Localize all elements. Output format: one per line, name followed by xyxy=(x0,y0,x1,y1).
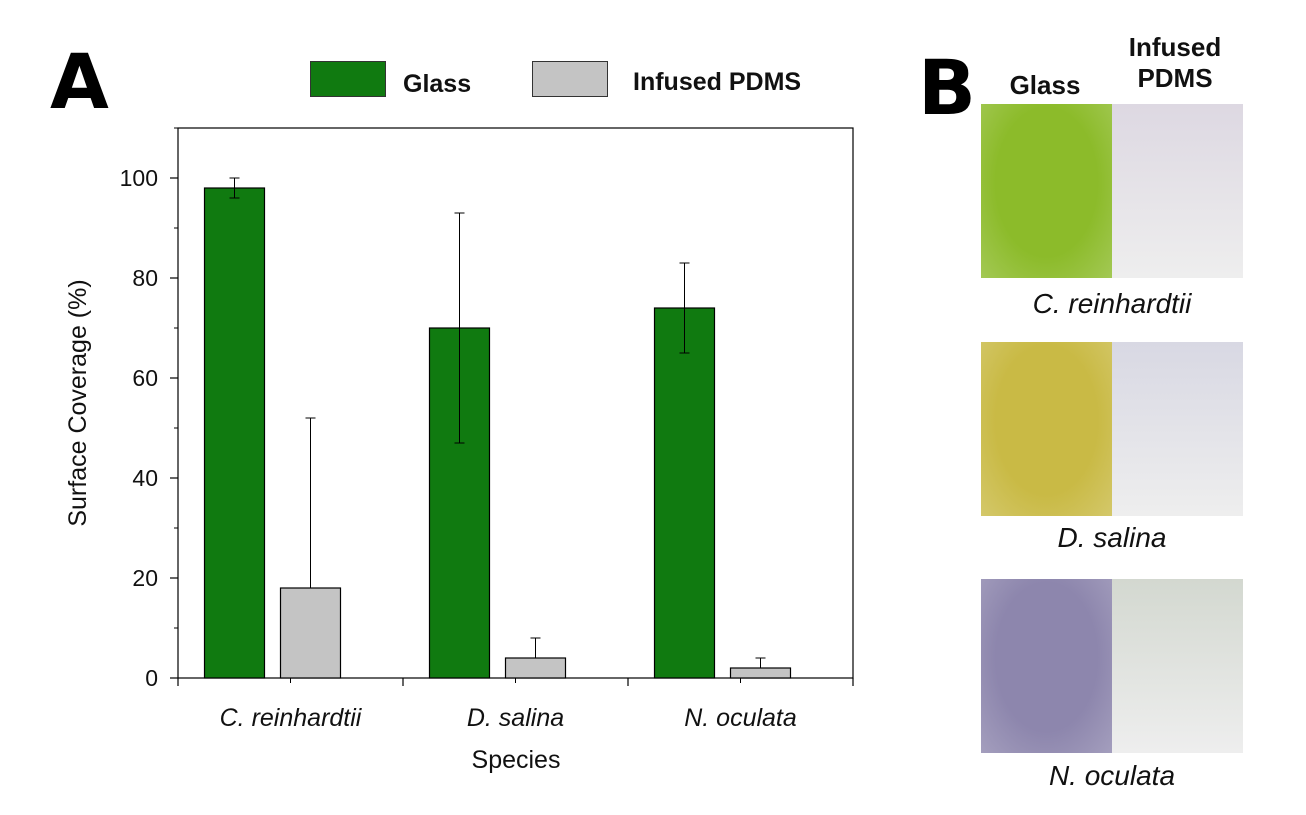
caption-c-reinhardtii: C. reinhardtii xyxy=(1032,288,1192,319)
y-tick-label: 80 xyxy=(132,265,158,291)
column-header-infused-line: Infused xyxy=(1128,32,1222,62)
column-header-glass: Glass xyxy=(1009,70,1081,100)
x-tick-label: D. salina xyxy=(467,704,564,732)
photo-d-salina-pdms-half xyxy=(1112,342,1243,516)
bar xyxy=(729,667,792,679)
bar xyxy=(653,307,716,679)
y-tick-label: 60 xyxy=(132,365,158,391)
y-axis-title: Surface Coverage (%) xyxy=(64,279,92,526)
surface-coverage-bar-chart: 0 20 40 60 80 100 C. reinhardtii D. salina N. oc… xyxy=(64,127,854,774)
photo-c-reinhardtii-glass-half xyxy=(981,104,1112,278)
panel-b-label: B xyxy=(918,43,976,132)
plot-frame xyxy=(177,127,854,679)
chart-marks: 0 20 40 60 80 100 C. reinhardtii D. salina N. oc… xyxy=(120,127,854,732)
legend-label-infused-pdms: Infused PDMS xyxy=(633,68,802,96)
photo-c-reinhardtii-pdms-half xyxy=(1112,104,1243,278)
photo-d-salina-glass-half xyxy=(981,342,1112,516)
legend-swatch-glass xyxy=(310,61,386,97)
photo-n-oculata xyxy=(981,579,1243,753)
x-tick-label: N. oculata xyxy=(684,704,797,732)
bar xyxy=(203,187,266,679)
photo-n-oculata-glass-half xyxy=(981,579,1112,753)
caption-n-oculata: N. oculata xyxy=(1048,760,1176,791)
x-axis-title: Species xyxy=(472,746,561,774)
column-header-infused-pdms: Infused PDMS xyxy=(1110,32,1240,93)
legend-swatch-infused-pdms xyxy=(532,61,608,97)
panel-a-label: A xyxy=(50,37,109,126)
y-tick-label: 0 xyxy=(145,665,158,691)
photo-d-salina xyxy=(981,342,1243,516)
caption-d-salina: D. salina xyxy=(1057,522,1167,553)
bar xyxy=(279,587,342,679)
y-tick-label: 40 xyxy=(132,465,158,491)
x-tick-label: C. reinhardtii xyxy=(220,704,363,732)
photo-n-oculata-pdms-half xyxy=(1112,579,1243,753)
y-tick-label: 100 xyxy=(120,165,158,191)
column-header-pdms-line: PDMS xyxy=(1137,62,1213,93)
legend-label-glass: Glass xyxy=(403,70,472,98)
photo-c-reinhardtii xyxy=(981,104,1243,278)
y-tick-label: 20 xyxy=(132,565,158,591)
bar xyxy=(504,657,567,679)
